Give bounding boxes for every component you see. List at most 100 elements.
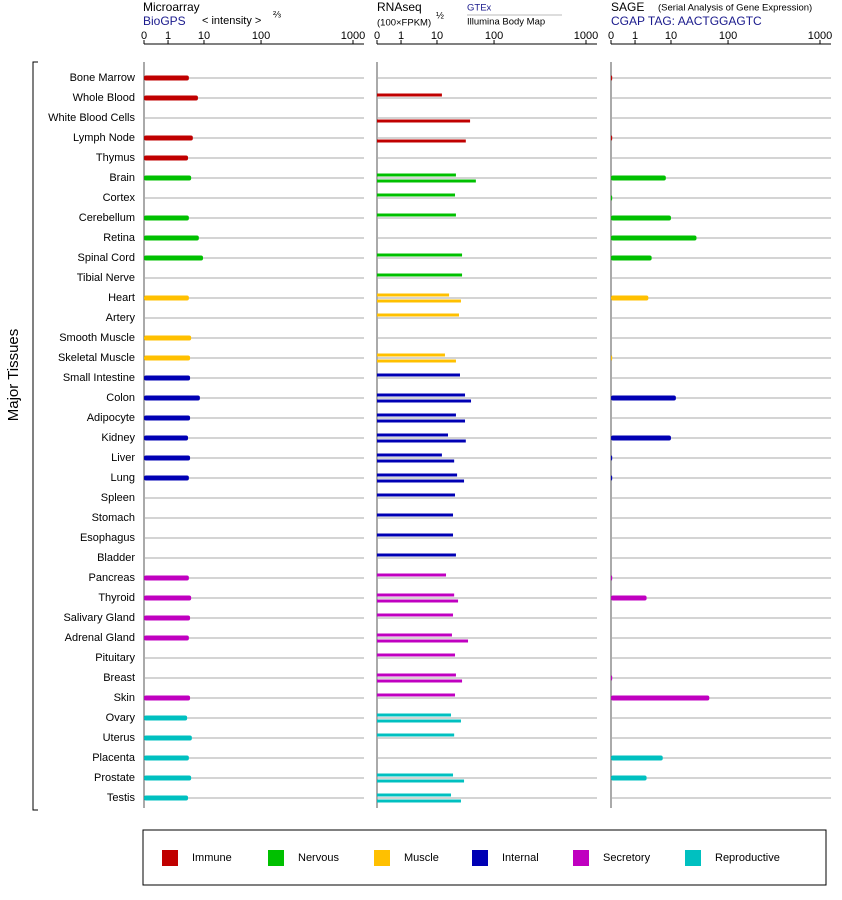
bar <box>144 755 189 761</box>
category-label: Tibial Nerve <box>77 272 135 284</box>
bar <box>377 253 463 257</box>
bar <box>377 653 456 657</box>
category-label: Thymus <box>96 152 136 164</box>
bar <box>377 459 455 463</box>
category-label: Bone Marrow <box>70 72 135 84</box>
bar <box>377 773 454 777</box>
category-label: Pituitary <box>95 652 135 664</box>
bar <box>144 95 198 101</box>
bar <box>144 435 189 441</box>
bar <box>144 235 199 241</box>
bar <box>377 693 456 697</box>
panel-title: Microarray <box>143 0 200 14</box>
y-axis-label: Major Tissues <box>5 329 22 422</box>
bar <box>377 719 461 723</box>
bar <box>611 755 663 761</box>
bar <box>377 639 469 643</box>
bar <box>377 93 442 97</box>
bar <box>377 293 450 297</box>
panel-source: BioGPS <box>143 14 186 28</box>
bar <box>377 419 466 423</box>
panel-unit: < intensity > <box>202 15 261 27</box>
bar <box>377 439 466 443</box>
bar <box>377 533 454 537</box>
x-tick-label: 10 <box>198 30 210 42</box>
bar <box>377 479 465 483</box>
bar <box>377 273 463 277</box>
bar <box>144 455 191 461</box>
x-tick-label: 10 <box>665 30 677 42</box>
category-label: Skeletal Muscle <box>58 352 135 364</box>
category-label: Colon <box>106 392 135 404</box>
legend-label: Secretory <box>603 852 651 864</box>
x-tick-label: 1000 <box>574 30 598 42</box>
bracket <box>32 61 38 811</box>
bar <box>377 799 461 803</box>
bar <box>377 139 466 143</box>
bar <box>377 599 459 603</box>
bar <box>377 119 471 123</box>
category-label: Prostate <box>94 772 135 784</box>
category-label: Retina <box>103 232 136 244</box>
x-tick-label: 1 <box>398 30 404 42</box>
bar <box>377 393 466 397</box>
bar <box>611 575 613 581</box>
category-label: Stomach <box>92 512 135 524</box>
x-tick-label: 0 <box>608 30 614 42</box>
bar <box>377 193 456 197</box>
bar <box>377 213 456 217</box>
bar <box>377 613 454 617</box>
x-tick-label: 0 <box>374 30 380 42</box>
x-tick-label: 100 <box>719 30 737 42</box>
category-label: Kidney <box>101 432 135 444</box>
panel-title: RNAseq <box>377 0 422 14</box>
bar <box>611 675 613 681</box>
bar <box>377 493 456 497</box>
category-label: Thyroid <box>98 592 135 604</box>
bar <box>611 295 649 301</box>
x-tick-label: 100 <box>485 30 503 42</box>
panel-unit: (100×FPKM) <box>377 18 431 29</box>
bar <box>377 713 451 717</box>
bar <box>611 475 613 481</box>
panel-unit-exponent: ½ <box>436 11 444 22</box>
category-label: Whole Blood <box>73 92 135 104</box>
bar <box>377 513 454 517</box>
bar <box>144 735 192 741</box>
bar <box>144 415 191 421</box>
bar <box>611 195 613 201</box>
category-label: Liver <box>111 452 135 464</box>
category-label: Cerebellum <box>79 212 135 224</box>
bar <box>611 255 652 261</box>
bar <box>377 359 456 363</box>
category-label: Adrenal Gland <box>65 632 135 644</box>
bar <box>611 135 613 141</box>
bar <box>611 595 647 601</box>
category-label: Adipocyte <box>87 412 135 424</box>
series-label: GTEx <box>467 3 492 14</box>
bar <box>377 453 442 457</box>
panel-title: SAGE <box>611 0 644 14</box>
x-tick-label: 1000 <box>808 30 832 42</box>
bar <box>377 299 461 303</box>
series-label: Illumina Body Map <box>467 17 545 28</box>
bar <box>144 395 200 401</box>
category-label: Bladder <box>97 552 135 564</box>
legend-box <box>142 829 827 886</box>
legend-swatch <box>268 850 284 866</box>
category-label: Brain <box>109 172 135 184</box>
bar <box>144 175 192 181</box>
category-label: Spleen <box>101 492 135 504</box>
panel-source: CGAP TAG: AACTGGAGTC <box>611 14 762 28</box>
panel-unit-exponent: ⅔ <box>273 10 281 21</box>
bar <box>377 553 456 557</box>
bar <box>611 215 671 221</box>
bar <box>144 75 189 81</box>
bar <box>611 435 671 441</box>
category-label: Artery <box>106 312 136 324</box>
legend-label: Nervous <box>298 852 339 864</box>
legend-swatch <box>685 850 701 866</box>
bar <box>144 255 204 261</box>
bar <box>377 473 458 477</box>
